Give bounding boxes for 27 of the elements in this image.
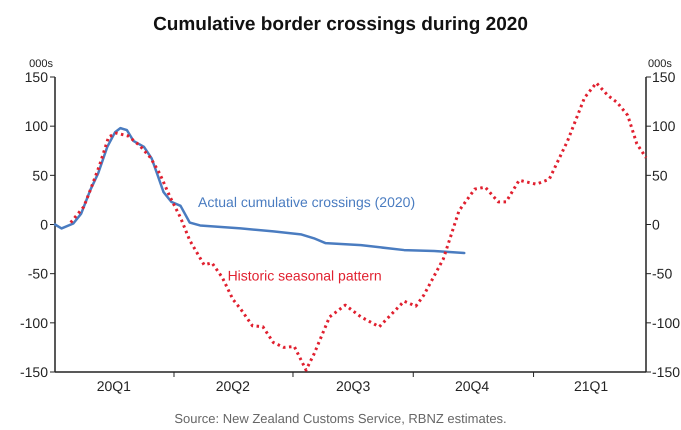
y2-tick-label: -150 [652, 364, 680, 380]
y-tick-label: 0 [40, 216, 48, 232]
y-tick-label: 150 [24, 69, 48, 85]
y2-tick-label: -50 [652, 266, 672, 282]
y-tick-label: -50 [28, 266, 48, 282]
y2-tick-label: -100 [652, 314, 680, 331]
x-tick-label: 20Q4 [454, 378, 490, 394]
line-series [54, 126, 466, 254]
y2-tick-label: 0 [652, 216, 660, 232]
x-tick-label: 20Q2 [216, 378, 250, 394]
x-tick-label: 21Q1 [574, 378, 608, 394]
y-tick-label: -100 [20, 314, 48, 331]
y-axis-title: 000s [29, 58, 54, 70]
x-tick-label: 20Q3 [336, 378, 370, 394]
series-label: Actual cumulative crossings (2020) [198, 194, 416, 210]
chart-title: Cumulative border crossings during 2020 [153, 14, 528, 35]
y-tick-label: 50 [32, 167, 48, 184]
y2-axis-title: 000s [648, 58, 672, 70]
y2-tick-label: 150 [652, 69, 676, 85]
x-tick-label: 20Q1 [96, 378, 132, 394]
source-note: Source: New Zealand Customs Service, RBNZ estimates. [174, 411, 507, 426]
series-label: Historic seasonal pattern [228, 268, 382, 284]
y2-tick-label: 50 [652, 167, 668, 184]
line-series [69, 81, 648, 372]
y-tick-label: 100 [24, 118, 48, 134]
y2-tick-label: 100 [652, 118, 676, 134]
y-tick-label: -150 [20, 364, 48, 380]
